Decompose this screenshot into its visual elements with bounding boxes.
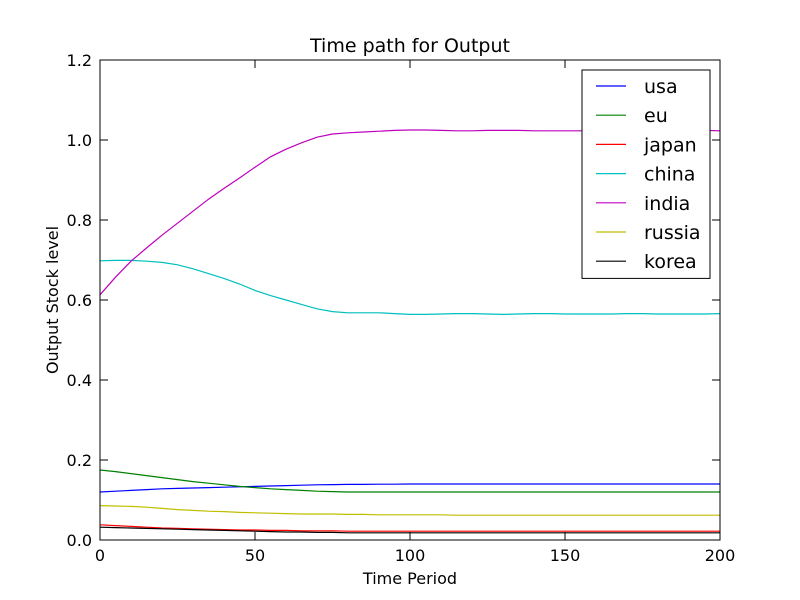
x-tick-label: 0 (95, 546, 105, 565)
legend-label-japan: japan (643, 134, 697, 156)
series-line-russia (99, 505, 720, 516)
legend: usa eu japan china india russia korea (581, 69, 711, 279)
series-line-usa (99, 483, 720, 493)
legend-label-korea: korea (644, 251, 697, 273)
legend-label-china: china (644, 164, 695, 186)
y-tick-label: 0.0 (67, 531, 92, 550)
legend-label-eu: eu (644, 105, 668, 127)
series-line-china (99, 259, 721, 316)
legend-label-russia: russia (644, 222, 701, 244)
y-tick-label: 0.8 (67, 211, 92, 230)
y-tick-label: 1.0 (67, 131, 92, 150)
series-line-eu (99, 469, 720, 493)
legend-label-india: india (644, 193, 690, 215)
x-tick-label: 50 (245, 546, 265, 565)
y-tick-label: 0.2 (67, 451, 92, 470)
x-axis-label: Time Period (362, 569, 457, 588)
series-lines (99, 129, 721, 534)
y-tick-label: 0.6 (67, 291, 92, 310)
chart-title: Time path for Output (309, 35, 510, 57)
x-tick-label: 100 (395, 546, 426, 565)
axis-ticks: 0 50 100 150 200 0.0 0.2 0.4 0.6 0.8 1.0 1.2 (67, 51, 736, 565)
y-tick-label: 1.2 (67, 51, 92, 70)
legend-label-usa: usa (644, 76, 678, 98)
y-tick-label: 0.4 (67, 371, 92, 390)
y-axis-label: Output Stock level (43, 226, 62, 374)
x-tick-label: 150 (550, 546, 581, 565)
x-tick-label: 200 (705, 546, 736, 565)
series-line-japan (99, 524, 720, 532)
